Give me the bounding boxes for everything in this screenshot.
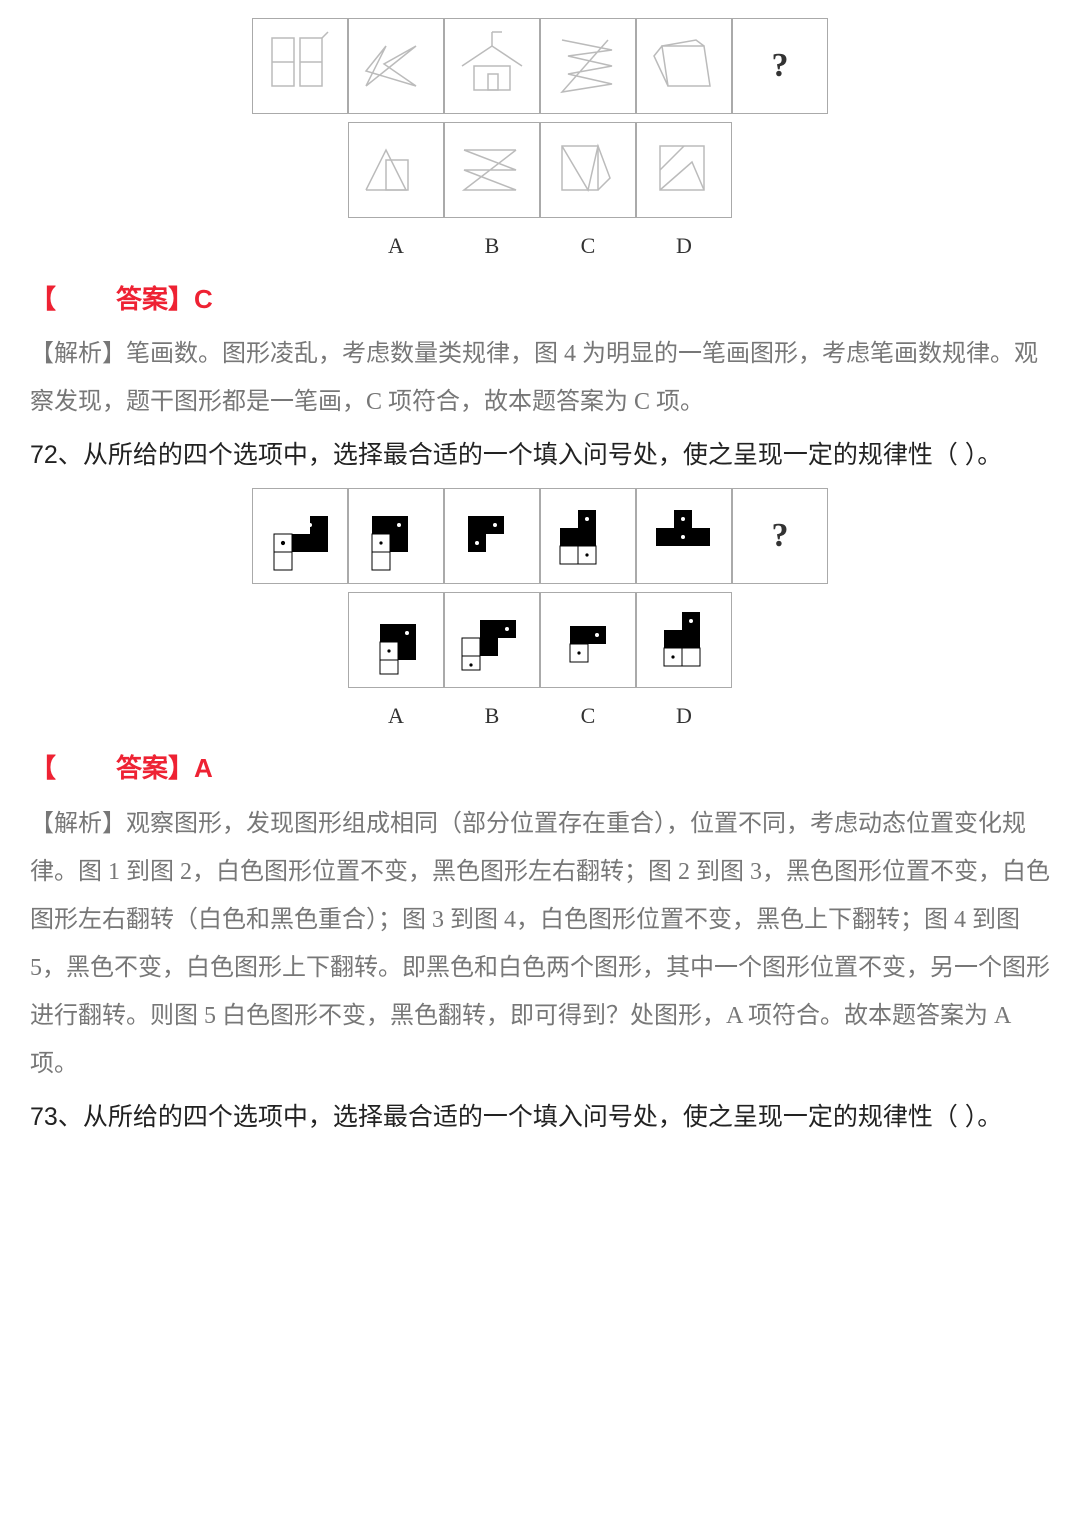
label-B: B xyxy=(444,696,540,736)
q71-explanation: 【解析】笔画数。图形凌乱，考虑数量类规律，图 4 为明显的一笔画图形，考虑笔画数… xyxy=(30,330,1050,426)
q71-fig-1 xyxy=(252,18,348,114)
q72-fig-4 xyxy=(540,488,636,584)
label-D: D xyxy=(636,226,732,266)
q71-figure-row2 xyxy=(30,122,1050,218)
label-B: B xyxy=(444,226,540,266)
q72-fig-1 xyxy=(252,488,348,584)
q72-figure-row1: ? xyxy=(30,488,1050,584)
q71-opt-A xyxy=(348,122,444,218)
q71-fig-2 xyxy=(348,18,444,114)
q72-fig-2 xyxy=(348,488,444,584)
q72-explanation: 【解析】观察图形，发现图形组成相同（部分位置存在重合），位置不同，考虑动态位置变… xyxy=(30,800,1050,1088)
q72-stem: 从所给的四个选项中，选择最合适的一个填入问号处，使之呈现一定的规律性（ ）。 xyxy=(83,441,1002,469)
q72-fig-qmark: ? xyxy=(732,488,828,584)
label-A: A xyxy=(348,696,444,736)
q71-fig-5 xyxy=(636,18,732,114)
q73-stem: 从所给的四个选项中，选择最合适的一个填入问号处，使之呈现一定的规律性（ ）。 xyxy=(83,1103,1002,1131)
q71-fig-3 xyxy=(444,18,540,114)
q73-question: 73、从所给的四个选项中，选择最合适的一个填入问号处，使之呈现一定的规律性（ ）… xyxy=(30,1094,1050,1142)
label-C: C xyxy=(540,226,636,266)
answer-text: 答案】A xyxy=(116,753,213,783)
q71-opt-D xyxy=(636,122,732,218)
q72-fig-5 xyxy=(636,488,732,584)
q72-opt-C xyxy=(540,592,636,688)
q71-opt-B xyxy=(444,122,540,218)
question-mark: ? xyxy=(772,35,789,96)
q72-opt-A xyxy=(348,592,444,688)
q71-option-labels: A B C D xyxy=(30,226,1050,266)
q71-figure-row1: ? xyxy=(30,18,1050,114)
q71-answer: 【 答案】C xyxy=(30,276,1050,323)
q72-opt-D xyxy=(636,592,732,688)
answer-text: 答案】C xyxy=(116,284,213,314)
answer-bracket: 【 xyxy=(30,753,56,783)
q71-fig-qmark: ? xyxy=(732,18,828,114)
q72-answer: 【 答案】A xyxy=(30,745,1050,792)
label-A: A xyxy=(348,226,444,266)
question-mark: ? xyxy=(772,505,789,566)
q71-opt-C xyxy=(540,122,636,218)
q72-opt-B xyxy=(444,592,540,688)
q73-num: 73、 xyxy=(30,1103,83,1131)
q72-num: 72、 xyxy=(30,441,83,469)
q71-fig-4 xyxy=(540,18,636,114)
answer-bracket: 【 xyxy=(30,284,56,314)
label-D: D xyxy=(636,696,732,736)
q72-fig-3 xyxy=(444,488,540,584)
q72-option-labels: A B C D xyxy=(30,696,1050,736)
q72-figure-row2 xyxy=(30,592,1050,688)
label-C: C xyxy=(540,696,636,736)
q72-question: 72、从所给的四个选项中，选择最合适的一个填入问号处，使之呈现一定的规律性（ ）… xyxy=(30,432,1050,480)
